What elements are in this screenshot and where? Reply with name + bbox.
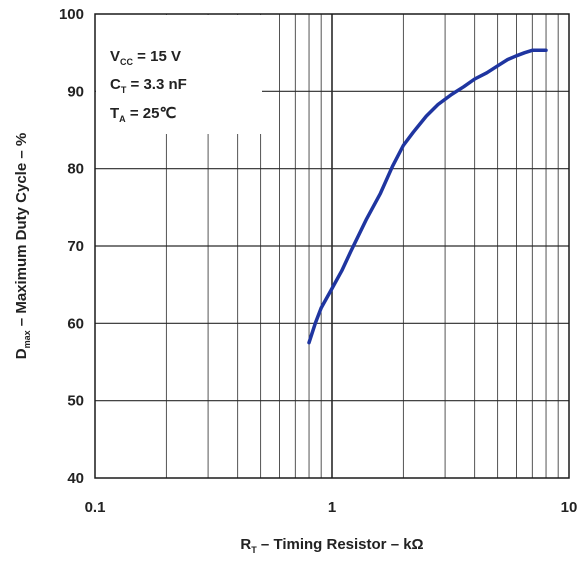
x-tick-label: 0.1 <box>85 499 106 516</box>
y-tick-label: 80 <box>67 161 84 178</box>
y-tick-label: 70 <box>67 238 84 255</box>
condition-vcc: VCC = 15 V <box>110 48 181 67</box>
y-axis-label: Dmax – Maximum Duty Cycle – % <box>13 133 32 359</box>
y-tick-label: 50 <box>67 393 84 410</box>
condition-ct: CT = 3.3 nF <box>110 76 187 95</box>
y-tick-label: 40 <box>67 470 84 487</box>
duty-cycle-series-line <box>307 48 548 345</box>
y-tick-label: 100 <box>59 6 84 23</box>
y-tick-labels: 40 50 60 70 80 90 100 <box>59 6 84 487</box>
y-tick-label: 90 <box>67 83 84 100</box>
conditions-box <box>96 15 262 134</box>
plot-frame <box>94 13 570 479</box>
x-axis-label: RT – Timing Resistor – kΩ <box>240 536 423 555</box>
y-tick-label: 60 <box>67 315 84 332</box>
x-tick-labels: 0.1 1 10 <box>85 499 578 516</box>
x-tick-label: 10 <box>561 499 578 516</box>
x-tick-label: 1 <box>328 499 336 516</box>
condition-ta: TA = 25℃ <box>110 105 176 124</box>
